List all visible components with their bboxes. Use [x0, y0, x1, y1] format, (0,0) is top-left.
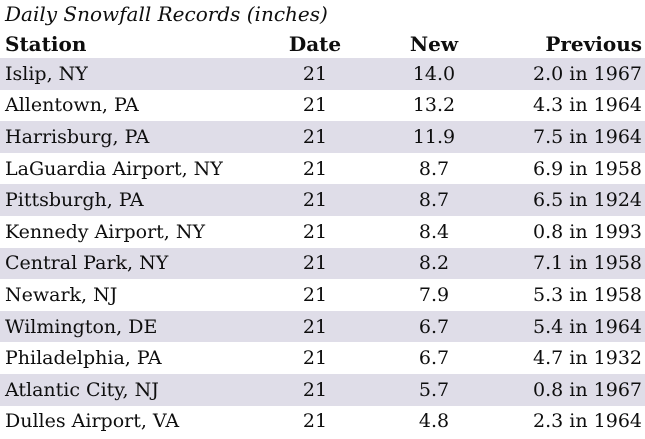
cell-previous: 4.3 in 1964: [533, 94, 642, 117]
table-row: Newark, NJ 21 7.9 5.3 in 1958: [0, 279, 645, 311]
table-body: Islip, NY 21 14.0 2.0 in 1967 Allentown, PA 2…: [0, 58, 645, 438]
cell-station: Pittsburgh, PA: [5, 189, 144, 212]
cell-date: 21: [302, 283, 328, 306]
column-header-station: Station: [5, 31, 87, 56]
table-row: Islip, NY 21 14.0 2.0 in 1967: [0, 58, 645, 90]
cell-previous: 6.9 in 1958: [533, 157, 642, 180]
cell-date: 21: [302, 347, 328, 370]
cell-previous: 7.1 in 1958: [533, 252, 642, 275]
cell-new: 14.0: [412, 62, 456, 85]
table-header: Station Date New Previous: [0, 29, 645, 58]
table-row: Philadelphia, PA 21 6.7 4.7 in 1932: [0, 342, 645, 374]
table-row: Central Park, NY 21 8.2 7.1 in 1958: [0, 247, 645, 280]
column-header-date: Date: [288, 31, 342, 56]
table-row: Allentown, PA 21 13.2 4.3 in 1964: [0, 89, 645, 122]
cell-date: 21: [302, 125, 328, 148]
table-row: Atlantic City, NJ 21 5.7 0.8 in 1967: [0, 373, 645, 406]
cell-station: Philadelphia, PA: [5, 347, 162, 370]
page-title: Daily Snowfall Records (inches): [5, 2, 328, 26]
cell-previous: 5.4 in 1964: [533, 315, 642, 338]
table-row: LaGuardia Airport, NY 21 8.7 6.9 in 1958: [0, 152, 645, 185]
cell-new: 6.7: [418, 315, 450, 338]
cell-station: Allentown, PA: [5, 94, 139, 117]
cell-date: 21: [302, 94, 328, 117]
cell-date: 21: [302, 189, 328, 212]
cell-station: Newark, NJ: [5, 283, 118, 306]
cell-station: LaGuardia Airport, NY: [5, 157, 223, 180]
cell-previous: 0.8 in 1993: [533, 220, 642, 243]
cell-new: 5.7: [418, 378, 450, 401]
cell-date: 21: [302, 220, 328, 243]
cell-station: Atlantic City, NJ: [5, 378, 159, 401]
table-row: Kennedy Airport, NY 21 8.4 0.8 in 1993: [0, 215, 645, 248]
cell-station: Dulles Airport, VA: [5, 410, 180, 433]
cell-previous: 7.5 in 1964: [533, 125, 642, 148]
cell-date: 21: [302, 157, 328, 180]
cell-new: 11.9: [412, 125, 456, 148]
cell-new: 7.9: [418, 283, 450, 306]
cell-station: Harrisburg, PA: [5, 125, 150, 148]
cell-new: 8.7: [418, 189, 450, 212]
cell-date: 21: [302, 252, 328, 275]
cell-new: 8.4: [418, 220, 450, 243]
column-header-previous: Previous: [545, 31, 642, 56]
table-row: Pittsburgh, PA 21 8.7 6.5 in 1924: [0, 184, 645, 216]
cell-previous: 2.0 in 1967: [533, 62, 642, 85]
table-row: Dulles Airport, VA 21 4.8 2.3 in 1964: [0, 405, 645, 438]
cell-new: 8.2: [418, 252, 450, 275]
table-row: Wilmington, DE 21 6.7 5.4 in 1964: [0, 310, 645, 343]
header-row: Station Date New Previous: [0, 29, 645, 58]
cell-date: 21: [302, 410, 328, 433]
cell-previous: 4.7 in 1932: [533, 347, 642, 370]
cell-previous: 2.3 in 1964: [533, 410, 642, 433]
cell-station: Kennedy Airport, NY: [5, 220, 206, 243]
column-header-new: New: [409, 31, 459, 56]
cell-station: Wilmington, DE: [5, 315, 158, 338]
cell-date: 21: [302, 315, 328, 338]
cell-station: Central Park, NY: [5, 252, 169, 275]
cell-new: 6.7: [418, 347, 450, 370]
cell-date: 21: [302, 378, 328, 401]
cell-previous: 6.5 in 1924: [533, 189, 642, 212]
cell-new: 8.7: [418, 157, 450, 180]
snowfall-records-table: Station Date New Previous Islip, NY 21 14.…: [0, 29, 645, 438]
cell-new: 4.8: [418, 410, 450, 433]
cell-date: 21: [302, 62, 328, 85]
cell-new: 13.2: [412, 94, 456, 117]
table-row: Harrisburg, PA 21 11.9 7.5 in 1964: [0, 121, 645, 153]
cell-previous: 0.8 in 1967: [533, 378, 642, 401]
cell-previous: 5.3 in 1958: [533, 283, 642, 306]
cell-station: Islip, NY: [5, 62, 88, 85]
